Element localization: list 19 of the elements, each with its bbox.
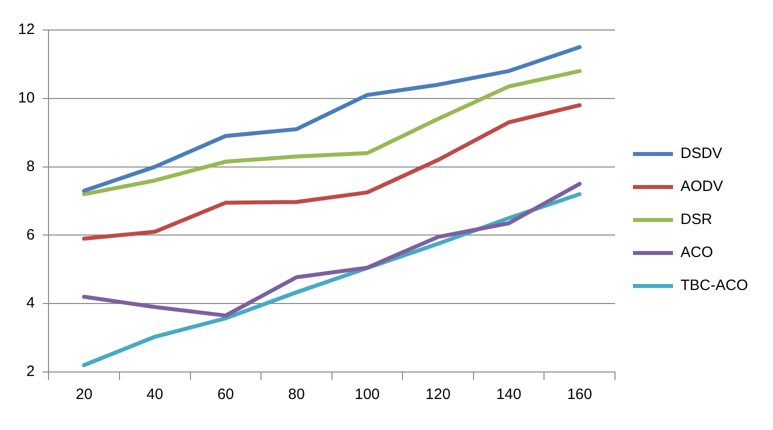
x-tick-label: 20 — [76, 386, 92, 404]
x-tick-label: 140 — [496, 386, 522, 404]
legend-label: ACO — [680, 244, 714, 262]
y-tick-label: 6 — [26, 226, 35, 244]
x-tick-label: 60 — [217, 386, 234, 404]
x-tick-label: 100 — [354, 386, 380, 404]
x-tick-label: 160 — [567, 386, 592, 404]
legend-label: DSDV — [680, 145, 722, 162]
x-tick-label: 80 — [288, 386, 305, 404]
x-tick-label: 40 — [146, 386, 164, 404]
y-tick-label: 4 — [26, 294, 35, 312]
y-tick-label: 12 — [18, 21, 35, 38]
legend-label: TBC-ACO — [680, 277, 748, 294]
y-tick-label: 10 — [18, 90, 35, 107]
legend-label: AODV — [680, 178, 724, 196]
legend-label: DSR — [680, 211, 712, 228]
y-tick-label: 8 — [26, 158, 35, 175]
x-tick-label: 120 — [426, 386, 451, 404]
y-tick-label: 2 — [26, 363, 35, 380]
